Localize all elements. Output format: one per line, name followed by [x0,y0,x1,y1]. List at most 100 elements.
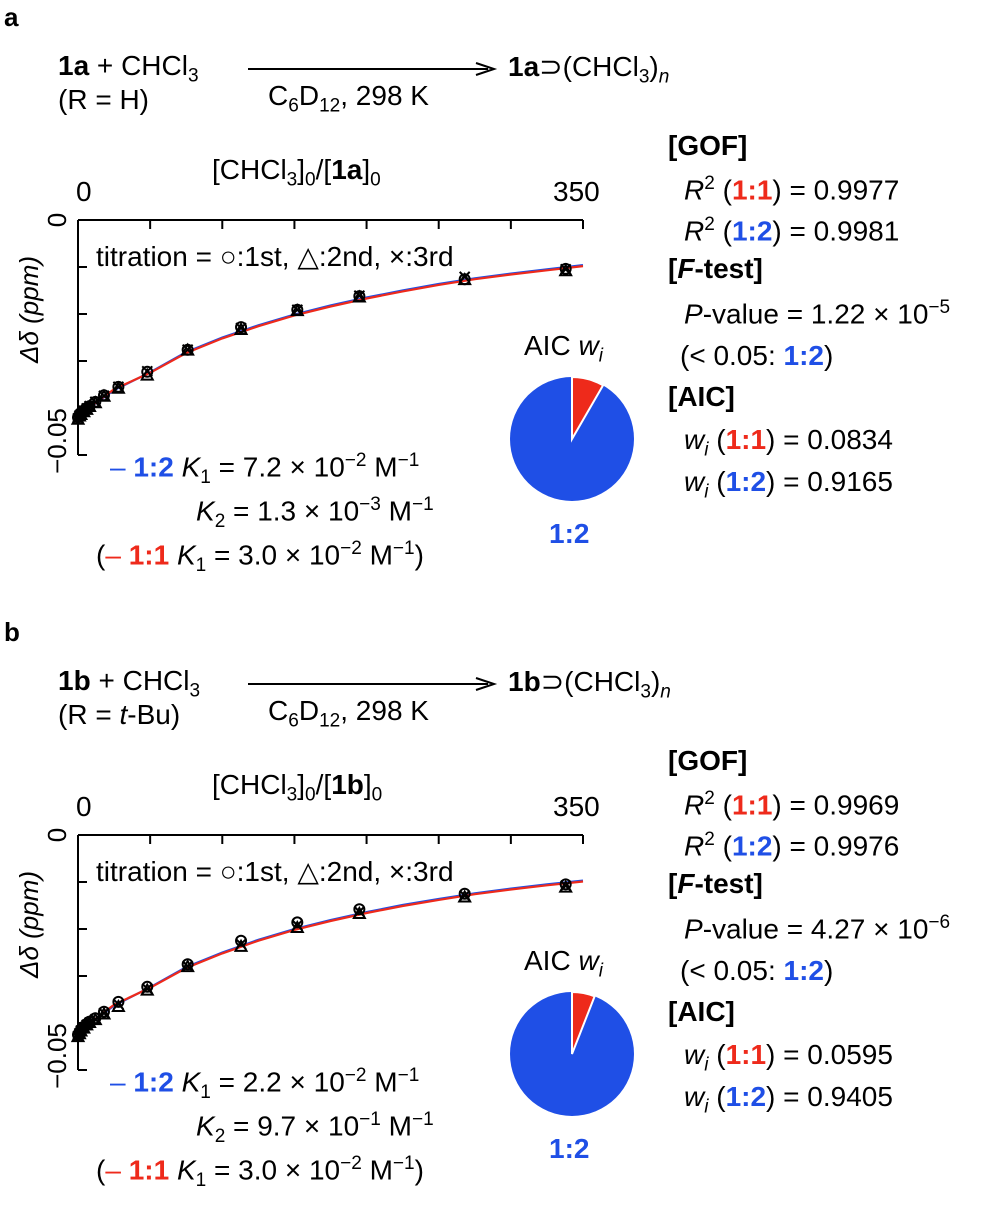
model: 1:2 [783,955,824,986]
exp: 2 [704,214,715,235]
data-point-1st [112,995,125,1008]
pre: (R = [58,699,120,730]
p-value: P-value = 1.22 × 10−5 [684,297,950,330]
x-tick-label-min: 0 [76,791,92,822]
panel-a: a 1a + CHCl3 (R = H) C6D12, 298 K 1a⊃(CH… [0,0,1000,600]
model: 1:2 [783,340,824,371]
fit-line-12: – 1:2 K1 = 2.2 × 10−2 M−1 [110,1065,419,1104]
plus-chcl3: + CHCl [90,665,190,696]
open: ( [708,424,726,455]
open: ( [714,830,732,862]
value: ) = 0.9981 [772,215,900,247]
model: 1:2 [731,215,773,247]
sub: 1 [195,1169,207,1191]
value: -value = 4.27 × 10 [702,913,929,945]
open: ( [708,1039,726,1070]
w: w [684,1039,705,1070]
close: ) [823,340,834,371]
aic-pie-caption: 1:2 [549,1133,590,1164]
data-point-1st [458,887,471,900]
open: ( [708,466,726,497]
cond-temp: , 298 K [340,80,429,111]
pre: (< 0.05: [680,955,784,986]
data-point-1st [141,365,154,378]
p-value: P-value = 4.27 × 10−6 [684,912,950,945]
x-axis-title: [CHCl3]0/[1b]0 [212,769,382,807]
p: P [684,298,703,330]
p-note: (< 0.05: 1:2) [680,340,833,372]
data-point-3rd [83,1016,96,1029]
open: ( [708,1081,726,1112]
data-point-3rd [141,365,153,378]
open: ( [96,539,106,571]
exp: −1 [392,1153,415,1174]
value: ) = 0.9165 [766,466,893,497]
aic-w11: wi (1:1) = 0.0834 [684,424,893,462]
sub: 0 [371,784,383,806]
unit: M [366,1066,398,1098]
model: 1:2 [725,466,767,497]
exp: −2 [344,450,367,471]
r: R [684,174,705,206]
val: = 9.7 × 10 [225,1110,360,1142]
panel-b: b 1b + CHCl3 (R = t-Bu) C6D12, 298 K 1b⊃… [0,615,1000,1215]
data-point-2nd [233,321,249,335]
w: w [578,945,599,976]
k: K [181,1066,201,1098]
data-point-3rd [235,322,247,334]
exp: −1 [411,494,434,515]
n-subscript: n [658,66,670,88]
sub: 1 [200,466,211,488]
x-axis-title: [CHCl3]0/[1a]0 [212,154,381,192]
data-point-2nd [290,303,305,317]
exp: −1 [411,1109,434,1130]
w: w [684,1081,705,1112]
exp: −1 [359,1109,381,1130]
exp: −3 [359,494,381,515]
fit-line-12: – 1:2 K1 = 7.2 × 10−2 M−1 [110,450,419,489]
sub: 3 [640,681,651,703]
titration-chart: 0 −0.05 Δδ (ppm) [14,213,584,474]
cond-c: C [268,80,289,111]
product-guest: ⊃(CHCl [539,51,639,82]
titration-chart: 0 −0.05 Δδ (ppm) [14,828,584,1089]
substituent: (R = H) [58,84,149,115]
value: ) = 0.9977 [772,174,900,206]
r2-12: R2 (1:2) = 0.9981 [684,214,899,247]
exp: 2 [704,829,715,850]
r: R [684,830,705,862]
model: 1:1 [128,539,170,571]
y-axis-title: Δδ (ppm) [14,256,44,364]
aic-pie-chart [510,375,634,501]
dash: – [110,451,126,483]
p-note: (< 0.05: 1:2) [680,955,833,987]
val: = 2.2 × 10 [210,1066,345,1098]
sub: 2 [214,1125,226,1147]
data-point-3rd [291,304,304,316]
data-point-2nd [352,289,367,303]
k: K [176,1154,196,1186]
w: w [578,330,599,361]
model: 1:2 [133,451,174,483]
dash: – [110,1066,126,1098]
k: K [176,539,196,571]
val: = 3.0 × 10 [206,1154,341,1186]
model: 1:1 [128,1154,170,1186]
product-host: 1a [508,51,540,82]
ftest-header: [F-test] [668,868,763,900]
exp: −2 [344,1065,367,1086]
sub: 3 [187,65,199,87]
y-tick-label-bottom: −0.05 [42,408,72,474]
sub: i [704,439,709,461]
data-point-2nd [558,263,573,277]
host-label: 1b [58,665,91,696]
unit: M [361,539,393,571]
data-point-2nd [180,342,195,356]
k: K [196,1110,215,1142]
value: -value = 1.22 × 10 [702,298,929,330]
data-point-3rd [83,400,96,412]
close: ) [414,539,424,571]
t3: /[ [315,769,332,800]
sub: i [598,345,603,367]
value: ) = 0.0595 [766,1039,893,1070]
